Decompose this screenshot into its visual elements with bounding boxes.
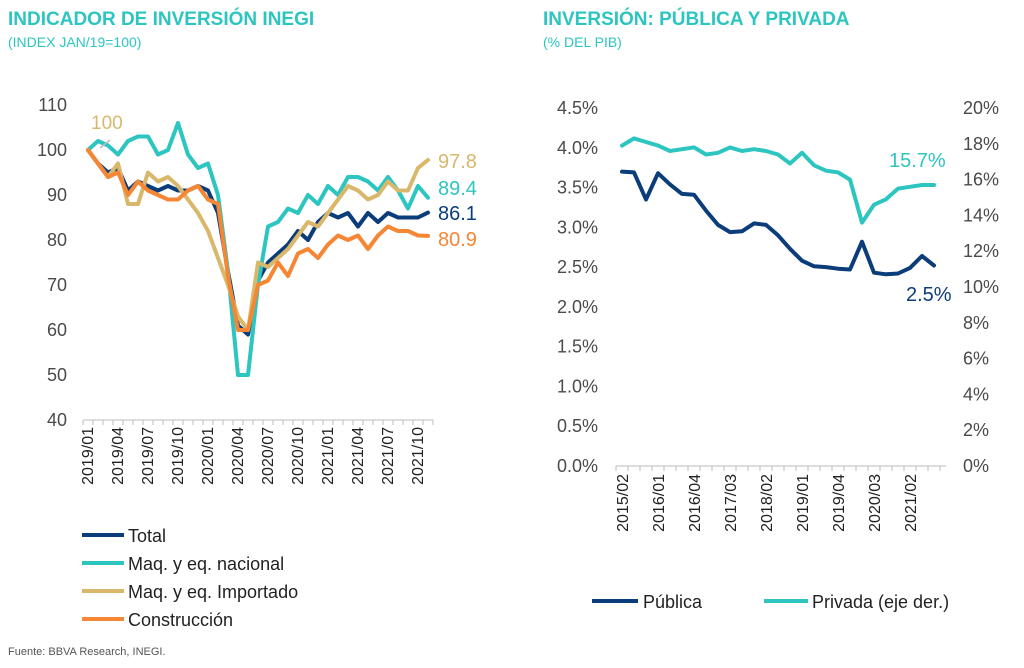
right-y-right-tick-label: 18% [963,134,999,154]
right-chart-title: INVERSIÓN: PÚBLICA Y PRIVADA [543,9,850,30]
right-y-right-tick-label: 20% [963,98,999,118]
right-series-line-2 [620,136,936,225]
left-series-line-4 [86,148,430,332]
right-y-left-tick-label: 1.5% [557,337,598,357]
left-x-tick-label: 2021/01 [320,427,337,485]
left-x-tick-label: 2020/07 [260,427,277,485]
left-series-line-3 [86,148,430,332]
right-y-left-tick-label: 2.5% [557,257,598,277]
right-x-tick-label: 2020/03 [867,474,884,532]
left-x-tick-label: 2020/01 [200,427,217,485]
right-y-right-tick-label: 0% [963,456,989,476]
right-y-right-tick-label: 2% [963,420,989,440]
right-chart-subtitle: (% DEL PIB) [543,34,622,50]
left-x-tick-label: 2019/10 [170,427,187,485]
right-y-left-tick-label: 3.0% [557,217,598,237]
right-x-tick-label: 2017/03 [723,474,740,532]
left-legend-label-1: Total [128,526,166,546]
left-x-tick-label: 2020/04 [230,427,247,485]
right-legend-label-2: Privada (eje der.) [812,592,949,612]
left-y-tick-label: 40 [47,410,67,430]
left-x-tick-label: 2020/10 [290,427,307,485]
right-y-right-tick-label: 12% [963,241,999,261]
right-y-left-tick-label: 1.0% [557,376,598,396]
left-end-label-2: 89.4 [438,178,477,200]
left-legend-label-4: Construcción [128,610,233,630]
right-x-tick-label: 2021/02 [903,474,920,532]
left-x-tick-label: 2019/01 [80,427,97,485]
right-y-left-tick-label: 4.5% [557,98,598,118]
right-y-right-tick-label: 14% [963,205,999,225]
left-x-tick-label: 2019/07 [140,427,157,485]
right-legend-label-1: Pública [643,592,703,612]
right-end-label-publica: 2.5% [906,284,952,306]
left-series-line-1 [86,148,430,337]
left-x-tick-label: 2021/07 [380,427,397,485]
left-legend-label-3: Maq. y eq. Importado [128,582,298,602]
right-x-tick-label: 2019/01 [795,474,812,532]
left-legend-label-2: Maq. y eq. nacional [128,554,284,574]
left-y-tick-label: 100 [37,140,67,160]
right-x-tick-label: 2016/01 [651,474,668,532]
left-y-tick-label: 110 [38,95,67,115]
right-y-left-tick-label: 3.5% [557,178,598,198]
left-x-tick-label: 2019/04 [110,427,127,485]
right-y-left-tick-label: 4.0% [557,138,598,158]
right-x-tick-label: 2016/04 [687,474,704,532]
left-chart-title: INDICADOR DE INVERSIÓN INEGI [8,9,315,30]
left-y-tick-label: 90 [47,185,67,205]
right-y-right-tick-label: 8% [963,313,989,333]
start-annotation: 100 [91,113,123,134]
right-y-right-tick-label: 6% [963,349,989,369]
right-x-tick-label: 2019/04 [831,474,848,532]
right-end-label-privada: 15.7% [889,150,946,172]
left-y-tick-label: 60 [47,320,67,340]
source-note: Fuente: BBVA Research, INEGI. [8,646,166,658]
right-y-right-tick-label: 4% [963,384,989,404]
left-y-tick-label: 80 [47,230,67,250]
left-end-label-4: 80.9 [438,229,477,251]
left-end-label-3: 97.8 [438,151,477,173]
right-x-tick-label: 2015/02 [615,474,632,532]
right-y-right-tick-label: 16% [963,170,999,190]
right-y-left-tick-label: 2.0% [557,297,598,317]
right-y-right-tick-label: 10% [963,277,999,297]
left-y-tick-label: 70 [47,275,67,295]
left-end-label-1: 86.1 [438,203,477,225]
right-y-left-tick-label: 0.0% [557,456,598,476]
left-y-tick-label: 50 [47,365,67,385]
left-chart-subtitle: (INDEX JAN/19=100) [8,34,142,50]
right-series-line-1 [620,169,936,277]
left-series-line-2 [86,121,430,377]
left-x-tick-label: 2021/10 [410,427,427,485]
right-x-tick-label: 2018/02 [759,474,776,532]
left-x-tick-label: 2021/04 [350,427,367,485]
right-y-left-tick-label: 0.5% [557,416,598,436]
start-annotation-leader [99,139,111,149]
